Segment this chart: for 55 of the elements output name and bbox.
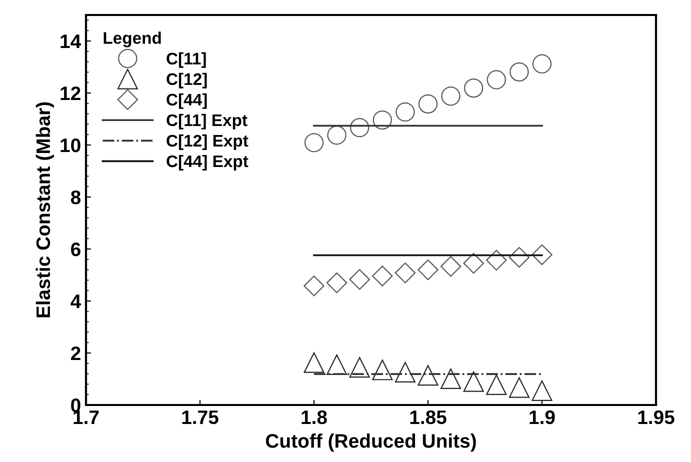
legend-title: Legend [104,32,161,48]
x-axis-title: Cutoff (Reduced Units) [266,434,476,452]
legend-label: C[11] [166,52,206,68]
point [463,371,484,392]
point [304,352,324,373]
legend-label: C[11] Expt [166,114,248,130]
point [326,272,348,294]
point [508,377,530,398]
point [532,244,552,266]
point [418,365,438,386]
point [394,262,416,284]
point [372,360,393,380]
x-tick-label: 1.85 [410,410,446,424]
y-tick-label: 8 [70,190,81,204]
point [418,94,438,114]
point [350,118,370,138]
point [441,86,460,106]
legend-label: C[12] Expt [166,134,248,150]
point [349,357,370,378]
point [486,70,506,90]
legend-label: C[12] [166,72,207,88]
point [440,256,462,277]
point [464,78,484,98]
point [486,374,507,395]
y-tick-label: 6 [71,242,80,256]
point [510,62,529,82]
y-tick-label: 12 [60,86,80,100]
point [418,259,438,280]
x-tick-label: 1.95 [638,410,674,424]
point [304,133,324,152]
point [394,362,416,383]
legend-label: C[44] [166,93,207,109]
y-tick-label: 10 [60,138,80,152]
point [304,276,324,296]
point [463,252,484,274]
point [327,126,346,145]
y-tick-label: 0 [71,398,80,412]
x-tick-label: 1.9 [530,410,555,424]
x-tick-label: 1.75 [182,410,218,424]
point [508,246,530,268]
legend-label: C[44] Expt [166,154,248,170]
point [349,269,370,290]
point [372,110,392,130]
x-tick-label: 1.8 [302,410,327,424]
y-axis-title: Elastic Constant (Mbar) [36,102,54,318]
point [532,54,552,74]
y-tick-label: 2 [71,346,80,360]
x-tick-label: 1.7 [74,410,99,424]
point [396,102,415,122]
point [532,380,552,401]
point [486,250,507,271]
point [440,368,462,390]
y-tick-label: 14 [60,34,82,48]
point [372,266,393,286]
y-tick-label: 4 [70,294,82,308]
